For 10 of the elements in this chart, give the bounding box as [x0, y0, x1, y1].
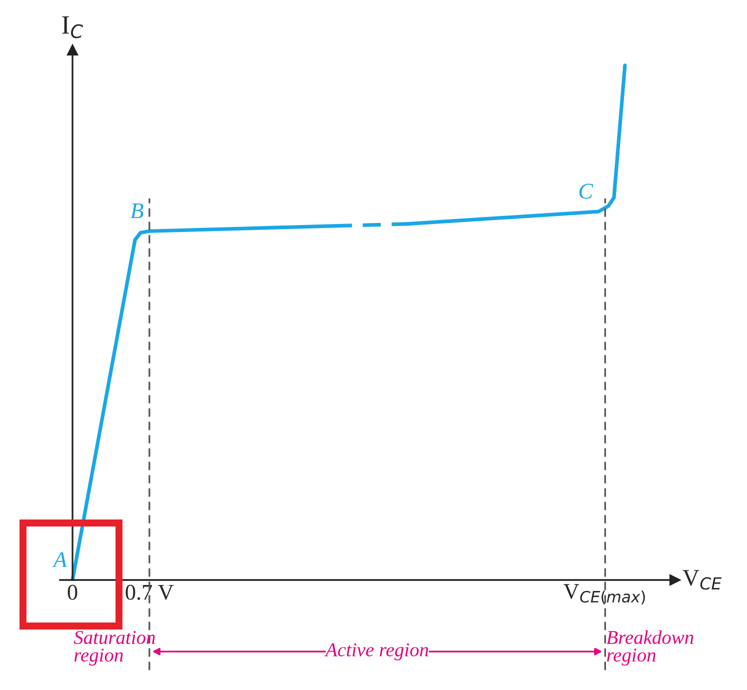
- y-axis-title: I$_{C}$: [62, 16, 84, 38]
- annotation: B: [130, 204, 144, 218]
- x-tick-label: 0: [68, 584, 78, 600]
- text: Saturation region: [74, 630, 155, 666]
- x-tick-label: 0.7 V: [126, 584, 174, 600]
- text: Active region: [324, 643, 428, 660]
- text: Breakdown region: [606, 630, 694, 666]
- annotation: C: [579, 184, 594, 199]
- annotation: A: [52, 552, 68, 567]
- x-axis-title: V$_{CE}$: [682, 570, 722, 590]
